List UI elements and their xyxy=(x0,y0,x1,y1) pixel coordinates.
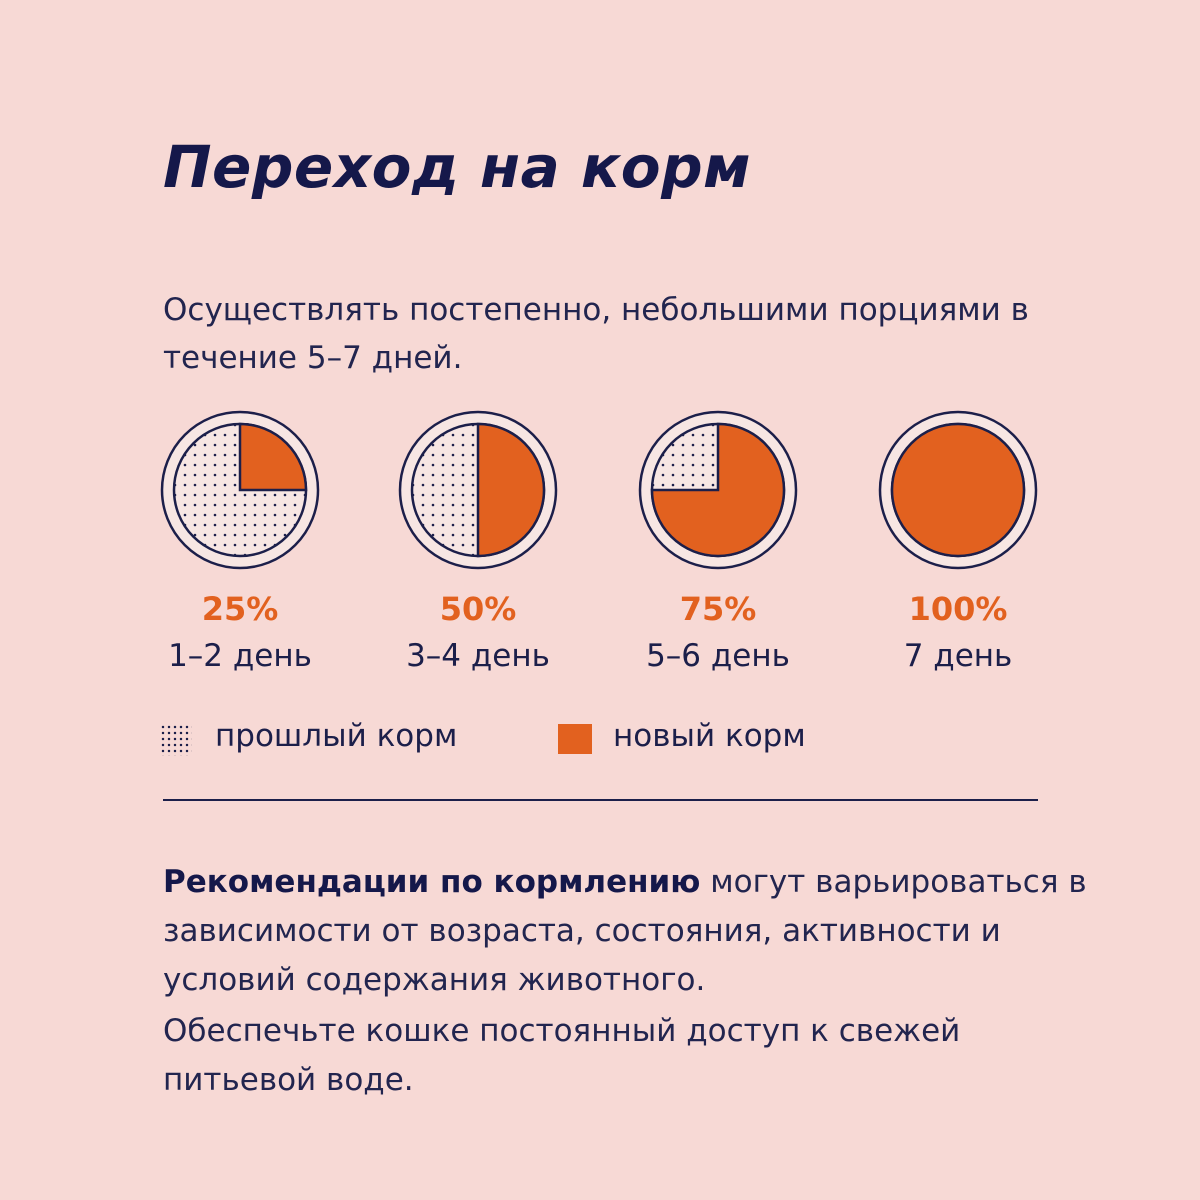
orange-swatch-icon xyxy=(558,724,592,754)
new-food-slice xyxy=(890,422,1026,558)
recommendation-rest: могут варьироваться в зависимости от воз… xyxy=(163,864,1087,998)
intro-text: Осуществлять постепенно, небольшими порц… xyxy=(163,292,1029,376)
legend-old-label: прошлый корм xyxy=(215,718,458,754)
new-food-slice xyxy=(238,422,308,492)
recommendation-bold: Рекомендации по кормлению xyxy=(163,864,701,900)
pie-chart-step-2 xyxy=(398,410,558,570)
dotted-swatch-icon xyxy=(160,724,192,756)
step-days: 1–2 день xyxy=(168,638,312,674)
legend-new-label: новый корм xyxy=(613,718,806,754)
pie-chart-step-4 xyxy=(878,410,1038,570)
step-percent: 25% xyxy=(201,590,279,628)
water-note: Обеспечьте кошке постоянный доступ к све… xyxy=(163,1013,961,1098)
step-3: 75% 5–6 день xyxy=(598,410,838,690)
pie-chart-step-3 xyxy=(638,410,798,570)
divider xyxy=(163,799,1038,801)
step-2: 50% 3–4 день xyxy=(358,410,598,690)
step-days: 5–6 день xyxy=(646,638,790,674)
page-title: Переход на корм xyxy=(163,133,752,201)
step-days: 3–4 день xyxy=(406,638,550,674)
step-percent: 75% xyxy=(679,590,757,628)
recommendation-text: Рекомендации по кормлению могут варьиров… xyxy=(163,858,1103,1005)
step-1: 25% 1–2 день xyxy=(120,410,360,690)
step-days: 7 день xyxy=(903,638,1013,674)
new-food-slice xyxy=(650,422,786,558)
transition-steps: 25% 1–2 день 50% 3–4 день 75% 5–6 день 1… xyxy=(0,410,1200,690)
new-food-slice xyxy=(476,422,546,558)
pie-chart-step-1 xyxy=(160,410,320,570)
step-percent: 50% xyxy=(439,590,517,628)
step-4: 100% 7 день xyxy=(838,410,1078,690)
step-percent: 100% xyxy=(908,590,1008,628)
